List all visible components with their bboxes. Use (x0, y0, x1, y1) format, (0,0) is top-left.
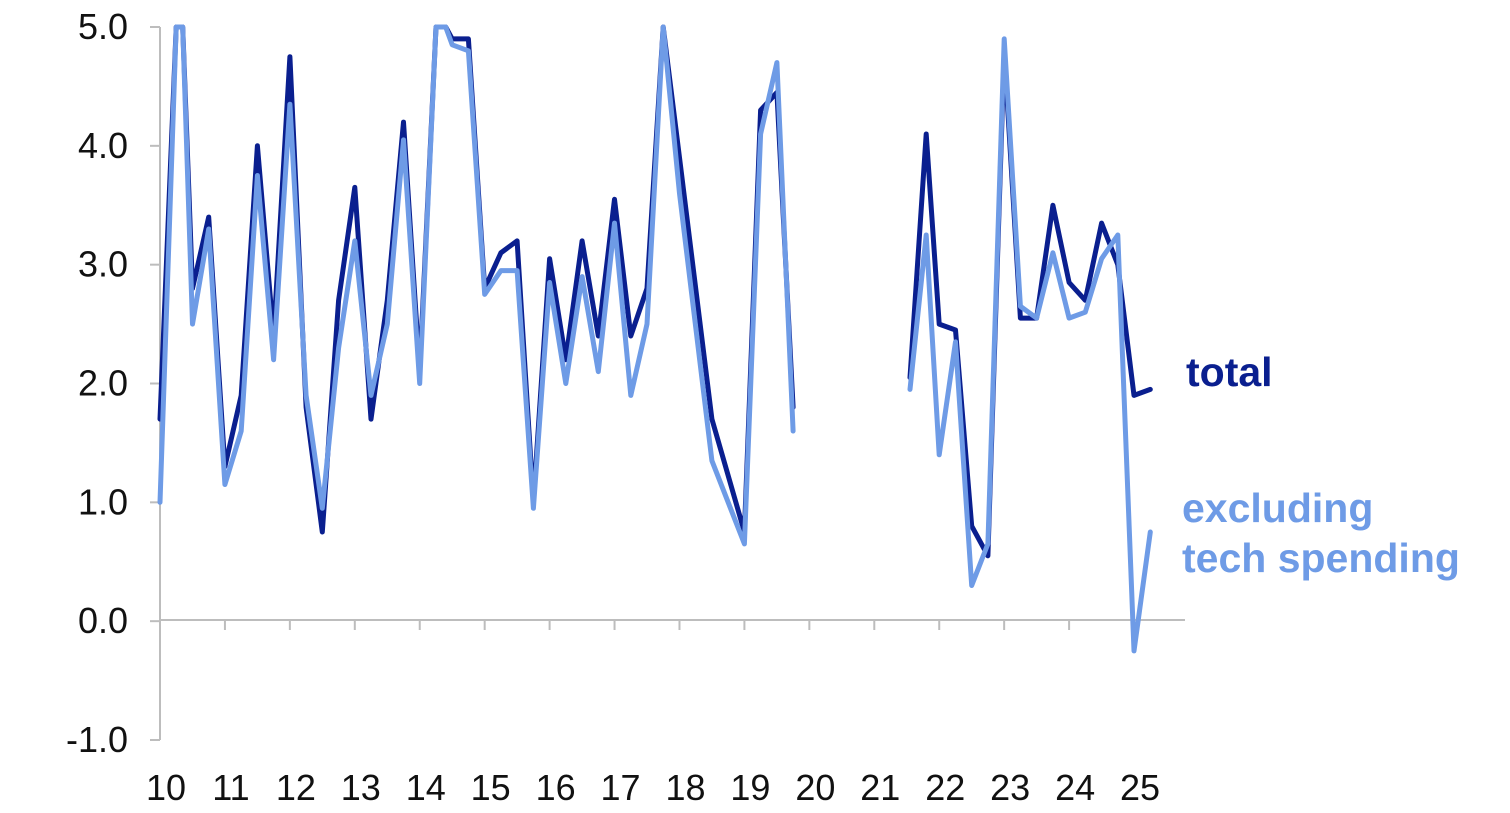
x-tick-label: 17 (601, 767, 641, 808)
y-tick-label: 1.0 (78, 481, 128, 522)
series-labels: total excluding tech spending (1182, 349, 1460, 581)
series-label-total: total (1186, 349, 1273, 395)
x-tick-label: 25 (1120, 767, 1160, 808)
x-tick-label: 10 (146, 767, 186, 808)
series-line-excluding-tech-spending (907, 36, 1153, 654)
series-line-total (907, 48, 1153, 559)
y-tick-label: 4.0 (78, 125, 128, 166)
x-tick-label: 16 (536, 767, 576, 808)
series-line-excluding-tech-spending (157, 24, 796, 547)
y-tick-label: -1.0 (66, 719, 128, 760)
y-tick-label: 2.0 (78, 363, 128, 404)
y-tick-label: 5.0 (78, 6, 128, 47)
x-tick-label: 24 (1055, 767, 1095, 808)
y-tick-label: 3.0 (78, 244, 128, 285)
x-tick-label: 23 (990, 767, 1030, 808)
series-label-excluding-tech-spending: excluding tech spending (1182, 485, 1460, 581)
x-tick-label: 18 (665, 767, 705, 808)
series-lines (157, 24, 1153, 654)
x-axis: 10 11 12 13 14 15 16 17 18 19 20 21 22 23 24 25 (146, 619, 1185, 808)
x-tick-label: 19 (730, 767, 770, 808)
x-tick-label: 21 (860, 767, 900, 808)
x-tick-label: 22 (925, 767, 965, 808)
x-tick-label: 15 (471, 767, 511, 808)
y-tick-label: 0.0 (78, 600, 128, 641)
x-tick-label: 13 (341, 767, 381, 808)
y-axis: 5.0 4.0 3.0 2.0 1.0 0.0 -1.0 (66, 6, 161, 760)
x-tick-label: 11 (212, 767, 249, 808)
x-tick-label: 20 (795, 767, 835, 808)
series-line-total (157, 24, 796, 535)
x-tick-label: 12 (276, 767, 316, 808)
x-tick-label: 14 (406, 767, 446, 808)
